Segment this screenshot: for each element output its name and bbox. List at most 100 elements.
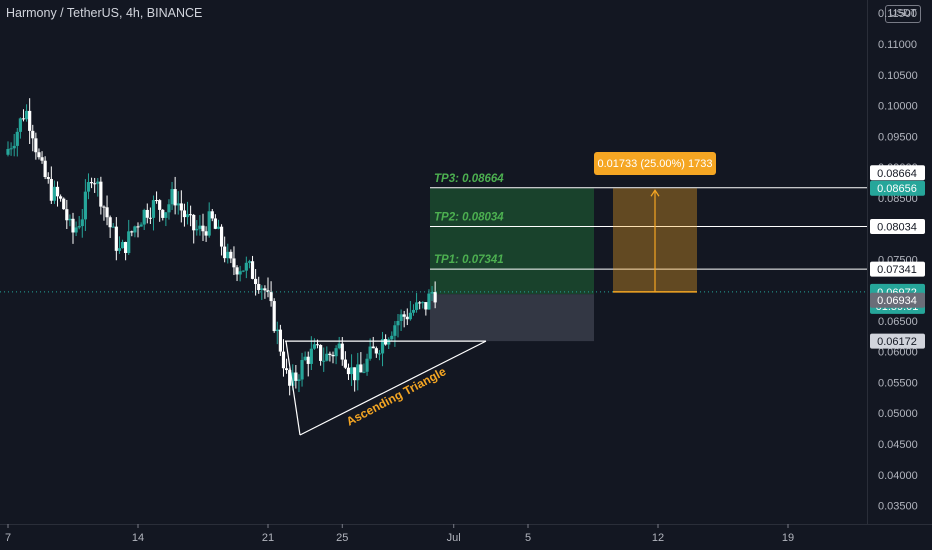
candle-body [346, 367, 351, 375]
tp2-price-tag: 0.08034 [870, 219, 925, 235]
tp-label: TP3: 0.08664 [434, 173, 504, 185]
candle-body [297, 379, 301, 381]
entry-price-tag-text: 0.06934 [877, 295, 917, 307]
candle-body [74, 227, 78, 233]
position-zones [430, 188, 594, 342]
candle-body [340, 343, 344, 360]
candle-body [288, 370, 292, 386]
candle-body [356, 364, 360, 381]
candle-body [393, 325, 397, 336]
candle-body [49, 178, 53, 201]
candle-body [278, 329, 282, 352]
candle-body [65, 209, 69, 221]
tp3-price-tag: 0.08664 [870, 165, 925, 181]
time-tick-label: 12 [652, 532, 664, 544]
time-tick-label: 5 [525, 532, 531, 544]
candle-body [59, 196, 63, 199]
candle-body [414, 302, 419, 310]
candle-body [6, 148, 10, 155]
candle-body [402, 314, 406, 317]
price-tick-label: 0.11500 [878, 8, 917, 20]
candle-body [294, 372, 298, 381]
candle-body [154, 200, 159, 202]
candle-body [281, 351, 286, 369]
candle-body [164, 212, 168, 218]
target-price-tag-text: 0.08656 [877, 183, 917, 195]
candle-body [353, 367, 357, 381]
candle-body [207, 211, 211, 236]
candle-body [254, 278, 258, 285]
candle-body [52, 186, 57, 201]
candle-body [96, 181, 100, 184]
candle-body [24, 110, 29, 120]
candle-body [275, 329, 279, 332]
candle-body [201, 225, 205, 232]
time-axis: 7 14 21 25 Jul 5 12 19 [5, 524, 794, 544]
candle-body [322, 360, 326, 362]
chart-title: Harmony / TetherUS, 4h, BINANCE [6, 6, 203, 20]
candle-body [148, 217, 152, 219]
time-tick-label: 14 [132, 532, 144, 544]
candle-body [238, 271, 242, 275]
profit-zone [430, 188, 594, 295]
candle-body [176, 203, 180, 206]
candle-body [21, 118, 26, 120]
candle-body [216, 226, 221, 229]
loss-zone [430, 294, 594, 342]
candle-body [102, 206, 106, 208]
candle-body [111, 226, 115, 228]
candle-body [136, 226, 140, 228]
candle-body [204, 231, 208, 236]
candle-body [331, 354, 335, 357]
candle-body [105, 207, 109, 218]
measure-tool: 0.01733 (25.00%) 1733 [594, 152, 716, 293]
candle-body [408, 312, 412, 320]
target-price-tag: 0.08656 [870, 180, 925, 196]
candle-body [71, 218, 75, 233]
candles [6, 98, 437, 396]
candle-body [139, 224, 143, 227]
candle-body [185, 214, 190, 218]
candle-body [213, 218, 217, 229]
candle-body [319, 344, 323, 361]
candle-body [371, 346, 375, 349]
price-tick-label: 0.09500 [878, 131, 918, 143]
candle-body [18, 118, 22, 132]
candle-body [68, 218, 72, 221]
candle-body [124, 242, 128, 254]
candle-body [244, 262, 248, 271]
ascending-triangle: Ascending Triangle [285, 340, 487, 436]
candle-body [192, 214, 196, 231]
candle-body [167, 204, 171, 213]
candle-body [99, 181, 103, 207]
candle-body [368, 346, 372, 359]
candle-body [223, 246, 227, 259]
price-tick-label: 0.06000 [878, 347, 918, 359]
candle-body [89, 182, 94, 184]
candle-body [46, 177, 50, 179]
price-tick-label: 0.04000 [878, 470, 918, 482]
candle-body [86, 182, 91, 192]
candle-body [210, 211, 214, 219]
candle-body [424, 302, 428, 310]
triangle-left-line [285, 341, 301, 436]
candle-body [306, 356, 310, 364]
time-tick-label: 25 [336, 532, 348, 544]
candle-body [28, 110, 32, 131]
price-tick-label: 0.11000 [878, 39, 917, 51]
time-tick-label: 7 [5, 532, 11, 544]
candle-body [226, 251, 230, 259]
price-tick-label: 0.04500 [878, 439, 918, 451]
candle-body [384, 339, 388, 345]
candle-body [421, 302, 425, 304]
candle-body [93, 183, 97, 185]
candle-body [15, 131, 19, 146]
currency-button[interactable]: USDT [885, 5, 921, 23]
candle-body [195, 228, 199, 231]
time-tick-label: 19 [782, 532, 794, 544]
time-tick-label: 21 [262, 532, 274, 544]
candle-body [77, 226, 81, 228]
candle-body [337, 343, 341, 349]
candle-body [334, 348, 338, 357]
